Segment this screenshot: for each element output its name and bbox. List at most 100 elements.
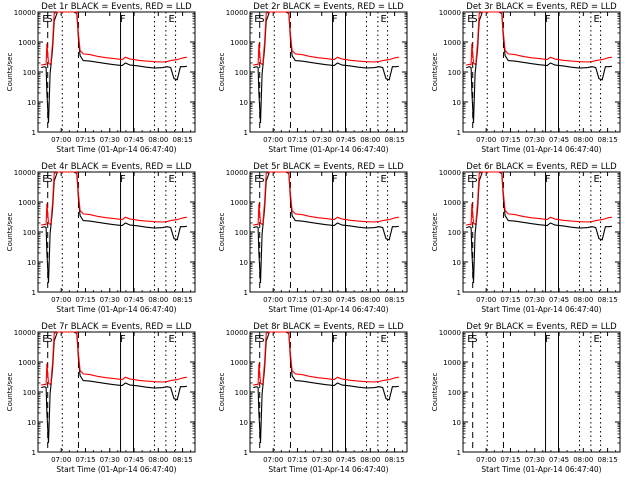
x-tick-label: 07:15 <box>287 296 307 304</box>
marker-label: E <box>254 174 260 185</box>
marker-label: S <box>46 334 52 345</box>
x-axis-title: Start Time (01-Apr-14 06:47:40) <box>268 145 388 154</box>
series-line-lld <box>41 11 187 66</box>
y-tick-label: 100 <box>235 389 248 397</box>
y-tick-label: 10000 <box>439 9 461 17</box>
series-line-events <box>466 171 612 284</box>
x-tick-label: 07:00 <box>263 296 283 304</box>
y-tick-label: 1 <box>244 129 248 137</box>
y-tick-label: 1 <box>244 289 248 297</box>
marker-label: E <box>42 14 48 25</box>
marker-label: E <box>168 174 174 185</box>
series-line-events <box>41 331 187 444</box>
panel-title: Det 9r BLACK = Events, RED = LLD <box>466 322 617 332</box>
y-tick-label: 1000 <box>18 359 36 367</box>
y-tick-label: 1000 <box>443 39 461 47</box>
y-tick-label: 10 <box>239 419 248 427</box>
y-tick-label: 1 <box>32 289 36 297</box>
x-tick-label: 07:15 <box>287 136 307 144</box>
y-tick-label: 10000 <box>439 169 461 177</box>
x-tick-label: 07:15 <box>75 456 95 464</box>
marker-label: S <box>258 174 264 185</box>
x-tick-label: 08:00 <box>573 136 593 144</box>
series-line-lld <box>253 331 399 386</box>
x-tick-label: 07:00 <box>476 456 496 464</box>
marker-label: E <box>380 14 386 25</box>
marker-label: S <box>471 334 477 345</box>
x-tick-label: 07:00 <box>51 456 71 464</box>
marker-label: S <box>46 14 52 25</box>
panel-det-5: Det 5r BLACK = Events, RED = LLD 1 10 100 10… <box>218 162 408 314</box>
y-tick-label: 1000 <box>18 39 36 47</box>
x-tick-label: 07:45 <box>549 296 569 304</box>
series-line-lld <box>253 11 399 66</box>
y-tick-label: 1000 <box>443 359 461 367</box>
series-line-lld <box>466 171 612 226</box>
y-tick-label: 100 <box>23 389 36 397</box>
y-tick-label: 1 <box>32 449 36 457</box>
x-tick-label: 08:00 <box>360 136 380 144</box>
panel-title: Det 7r BLACK = Events, RED = LLD <box>41 322 192 332</box>
panel-det-6: Det 6r BLACK = Events, RED = LLD 1 10 100 10… <box>431 162 621 314</box>
marker-label: E <box>380 174 386 185</box>
series-line-events <box>41 11 187 124</box>
marker-label: S <box>46 174 52 185</box>
series-line-lld <box>41 171 187 226</box>
x-axis-title: Start Time (01-Apr-14 06:47:40) <box>481 465 601 474</box>
x-tick-label: 08:00 <box>573 296 593 304</box>
marker-label: F <box>332 334 338 345</box>
x-tick-label: 07:15 <box>500 296 520 304</box>
marker-label: E <box>593 334 599 345</box>
x-tick-label: 07:00 <box>263 136 283 144</box>
marker-label: F <box>545 334 551 345</box>
x-tick-label: 07:30 <box>312 456 332 464</box>
series-line-lld <box>41 331 187 386</box>
series-line-lld <box>253 171 399 226</box>
x-tick-label: 08:15 <box>384 296 404 304</box>
panel-title: Det 3r BLACK = Events, RED = LLD <box>466 2 617 12</box>
y-tick-label: 1000 <box>18 199 36 207</box>
y-tick-label: 1000 <box>443 199 461 207</box>
series-line-events <box>253 331 399 444</box>
x-tick-label: 08:15 <box>384 136 404 144</box>
x-tick-label: 08:15 <box>172 136 192 144</box>
x-tick-label: 07:45 <box>124 456 144 464</box>
y-tick-label: 10 <box>239 259 248 267</box>
plot-frame <box>462 331 621 453</box>
x-tick-label: 07:45 <box>124 136 144 144</box>
x-tick-label: 07:45 <box>336 456 356 464</box>
series-line-events <box>253 11 399 124</box>
marker-label: F <box>332 174 338 185</box>
x-tick-label: 08:00 <box>573 456 593 464</box>
x-tick-label: 08:00 <box>148 456 168 464</box>
y-axis-label: Counts/sec <box>431 213 439 252</box>
marker-label: F <box>332 14 338 25</box>
panel-title: Det 2r BLACK = Events, RED = LLD <box>253 2 404 12</box>
y-axis-label: Counts/sec <box>431 373 439 412</box>
y-tick-label: 10000 <box>226 169 248 177</box>
x-tick-label: 07:30 <box>525 456 545 464</box>
y-tick-label: 1 <box>457 449 461 457</box>
x-tick-label: 07:15 <box>75 136 95 144</box>
marker-label: E <box>254 334 260 345</box>
y-tick-label: 1000 <box>230 199 248 207</box>
y-tick-label: 1000 <box>230 39 248 47</box>
x-tick-label: 08:00 <box>360 456 380 464</box>
x-tick-label: 07:15 <box>287 456 307 464</box>
y-tick-label: 10 <box>27 419 36 427</box>
marker-label: E <box>380 334 386 345</box>
marker-label: E <box>168 334 174 345</box>
x-axis-title: Start Time (01-Apr-14 06:47:40) <box>56 465 176 474</box>
marker-label: F <box>120 14 126 25</box>
y-tick-label: 1 <box>457 129 461 137</box>
panel-title: Det 5r BLACK = Events, RED = LLD <box>253 162 404 172</box>
y-tick-label: 100 <box>448 229 461 237</box>
x-tick-label: 07:45 <box>549 136 569 144</box>
panel-title: Det 8r BLACK = Events, RED = LLD <box>253 322 404 332</box>
x-tick-label: 08:00 <box>360 296 380 304</box>
x-tick-label: 07:45 <box>549 456 569 464</box>
series-line-events <box>466 11 612 124</box>
marker-label: S <box>258 14 264 25</box>
